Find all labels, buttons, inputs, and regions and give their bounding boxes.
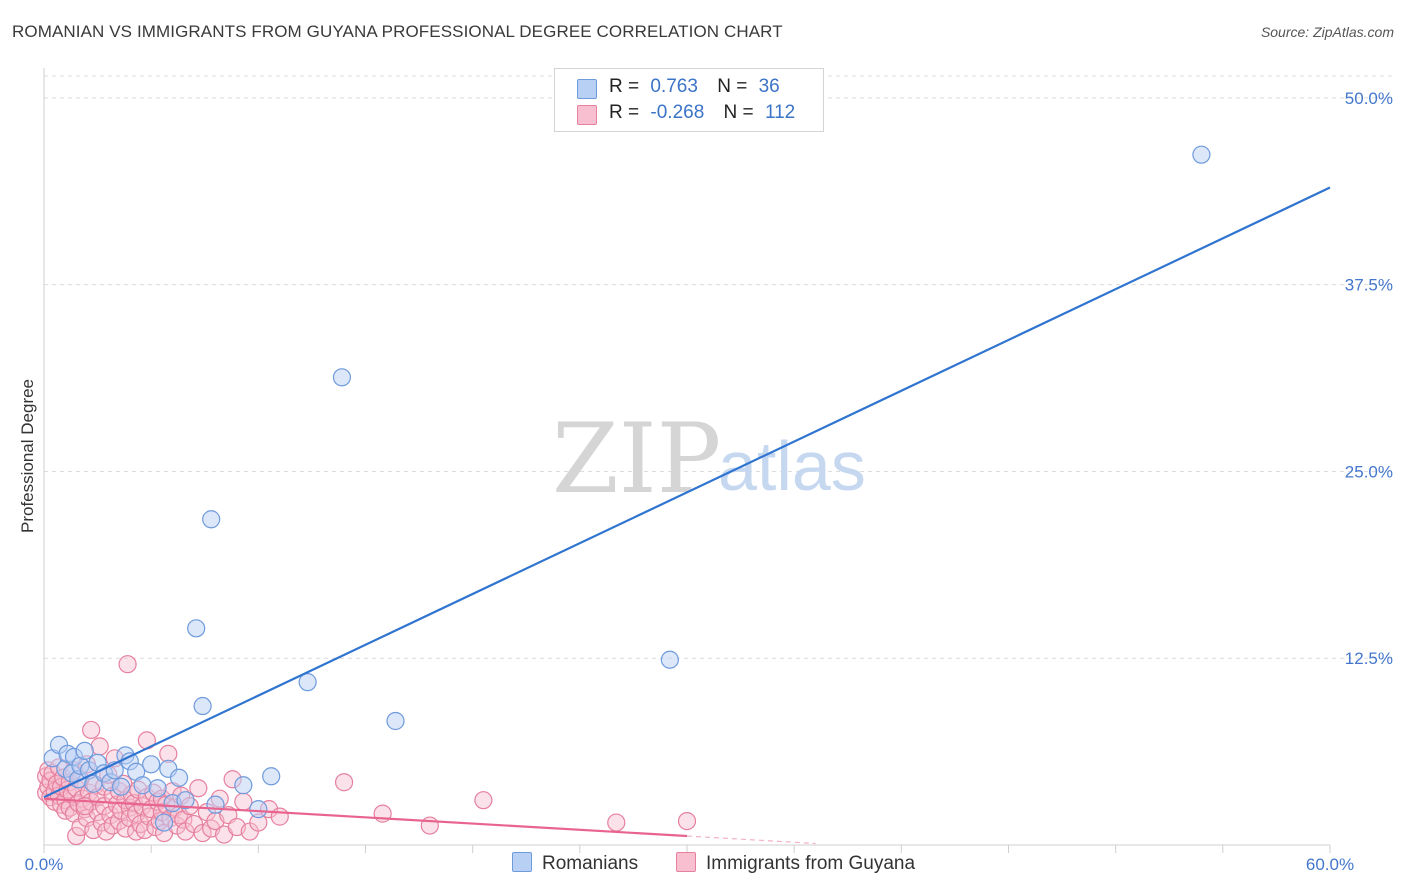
- legend-r-label: R =: [609, 76, 640, 97]
- y-tick-label: 37.5%: [1345, 276, 1393, 295]
- guyana-point: [189, 779, 208, 798]
- axes: [43, 68, 1331, 853]
- watermark-zip: ZIP: [552, 403, 721, 515]
- chart-title: ROMANIAN VS IMMIGRANTS FROM GUYANA PROFE…: [12, 22, 783, 41]
- romanian-point: [142, 755, 161, 774]
- y-tick-label: 12.5%: [1345, 649, 1393, 668]
- romanians-swatch: [577, 79, 597, 99]
- guyana-point: [135, 820, 154, 840]
- guyana-point: [116, 819, 135, 838]
- romanian-point: [332, 368, 352, 387]
- romanian-point: [193, 696, 212, 716]
- legend-n-value: 36: [758, 76, 780, 97]
- guyana-trend-extension: [686, 835, 816, 845]
- y-tick-label: 50.0%: [1345, 89, 1393, 108]
- guyana-point: [118, 655, 137, 674]
- romanian-point: [262, 767, 281, 786]
- tick-labels: 12.5% 25.0% 37.5% 50.0% 0.0% 60.0%: [25, 89, 1393, 874]
- romanian-point: [112, 777, 131, 796]
- guyana-point: [67, 826, 86, 846]
- legend-r-value: 0.763: [650, 76, 698, 97]
- guyana-swatch: [676, 852, 696, 872]
- bottom-legend-guyana: Immigrants from Guyana: [676, 852, 915, 875]
- romanian-point: [1192, 145, 1211, 164]
- x-tick-label: 60.0%: [1306, 855, 1354, 874]
- legend-r-label: R =: [609, 102, 640, 123]
- stats-legend: R = 0.763 N = 36 R = -0.268 N = 112: [554, 68, 824, 132]
- guyana-point: [677, 811, 697, 831]
- guyana-point: [82, 720, 101, 740]
- romanian-point: [169, 768, 189, 787]
- legend-n-label: N =: [717, 76, 748, 97]
- legend-r-value: -0.268: [650, 102, 705, 123]
- guyana-trend-line: [43, 797, 688, 838]
- bottom-legend-romanians: Romanians: [512, 852, 638, 875]
- romanians-label: Romanians: [542, 853, 639, 874]
- legend-n-value: 112: [764, 102, 796, 123]
- guyana-point: [607, 813, 626, 832]
- trend-lines: [43, 186, 1331, 845]
- romanian-point: [249, 800, 268, 819]
- guyana-point: [420, 816, 439, 835]
- guyana-swatch: [577, 105, 597, 125]
- guyana-points: [37, 655, 697, 846]
- source-label: Source: ZipAtlas.com: [1260, 24, 1394, 40]
- guyana-point: [234, 792, 253, 811]
- guyana-point: [334, 773, 354, 792]
- romanian-point: [148, 779, 167, 798]
- romanian-point: [386, 711, 405, 731]
- romanian-point: [202, 510, 221, 529]
- guyana-point: [193, 823, 212, 843]
- watermark: ZIP atlas: [552, 403, 866, 515]
- romanians-trend-line: [43, 186, 1331, 799]
- x-tick-label: 0.0%: [25, 855, 64, 874]
- romanian-point: [176, 791, 195, 810]
- romanian-point: [187, 619, 206, 638]
- romanian-point: [660, 650, 679, 669]
- romanian-point: [154, 813, 174, 832]
- guyana-point: [90, 737, 109, 756]
- romanian-point: [75, 741, 94, 760]
- guyana-point: [270, 807, 289, 826]
- guyana-label: Immigrants from Guyana: [706, 853, 916, 874]
- grid-lines: [44, 75, 1392, 659]
- y-tick-label: 25.0%: [1345, 462, 1393, 481]
- romanian-point: [206, 795, 225, 814]
- romanian-point: [133, 776, 152, 795]
- guyana-point: [474, 791, 493, 810]
- romanian-point: [298, 673, 317, 692]
- romanians-swatch: [512, 852, 532, 872]
- romanian-point: [234, 776, 253, 795]
- legend-n-label: N =: [723, 102, 754, 123]
